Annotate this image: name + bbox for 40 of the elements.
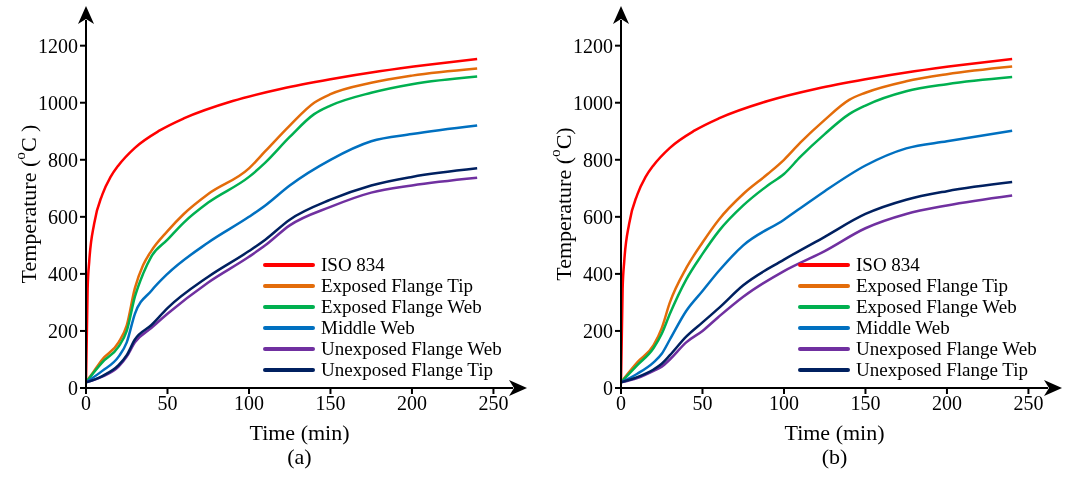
legend-label: Middle Web [321, 317, 415, 338]
y-tick-label: 1000 [38, 91, 78, 114]
legend-label: Exposed Flange Web [856, 296, 1017, 317]
x-tick-label: 50 [157, 392, 178, 415]
text: (b) [820, 444, 848, 470]
y-tick-label: 1200 [573, 34, 613, 57]
legend-label: Exposed Flange Web [321, 296, 482, 317]
x-axis-title: Time (min) [784, 420, 885, 445]
y-tick-label: 0 [68, 377, 78, 400]
y-tick-label: 1000 [573, 91, 613, 114]
y-tick-label: 0 [603, 377, 613, 400]
x-tick-label: 250 [478, 392, 509, 415]
x-tick-label: 100 [768, 392, 799, 415]
legend-label: Unexposed Flange Web [321, 338, 502, 359]
legend-label: Middle Web [856, 317, 950, 338]
y-tick-label: 400 [48, 262, 78, 285]
y-tick-label: 400 [583, 262, 613, 285]
legend-label: Unexposed Flange Tip [856, 359, 1029, 380]
legend-label: ISO 834 [856, 254, 920, 275]
y-tick-label: 800 [48, 148, 78, 171]
x-tick-label: 150 [315, 392, 346, 415]
text: (a) [286, 444, 312, 470]
x-tick-label: 150 [850, 392, 881, 415]
x-tick-label: 200 [931, 392, 962, 415]
legend-label: Exposed Flange Tip [856, 275, 1009, 296]
x-tick-label: 50 [692, 392, 713, 415]
x-tick-label: 200 [396, 392, 427, 415]
legend-label: Exposed Flange Tip [321, 275, 474, 296]
y-tick-label: 200 [48, 320, 78, 343]
legend-label: ISO 834 [321, 254, 385, 275]
y-tick-label: 800 [583, 148, 613, 171]
y-tick-label: 600 [583, 205, 613, 228]
x-axis-title: Time (min) [249, 420, 350, 445]
legend-label: Unexposed Flange Web [856, 338, 1037, 359]
y-tick-label: 600 [48, 205, 78, 228]
x-tick-label: 100 [233, 392, 264, 415]
x-tick-label: 250 [1013, 392, 1044, 415]
y-tick-label: 1200 [38, 34, 78, 57]
y-tick-label: 200 [583, 320, 613, 343]
legend-label: Unexposed Flange Tip [321, 359, 494, 380]
